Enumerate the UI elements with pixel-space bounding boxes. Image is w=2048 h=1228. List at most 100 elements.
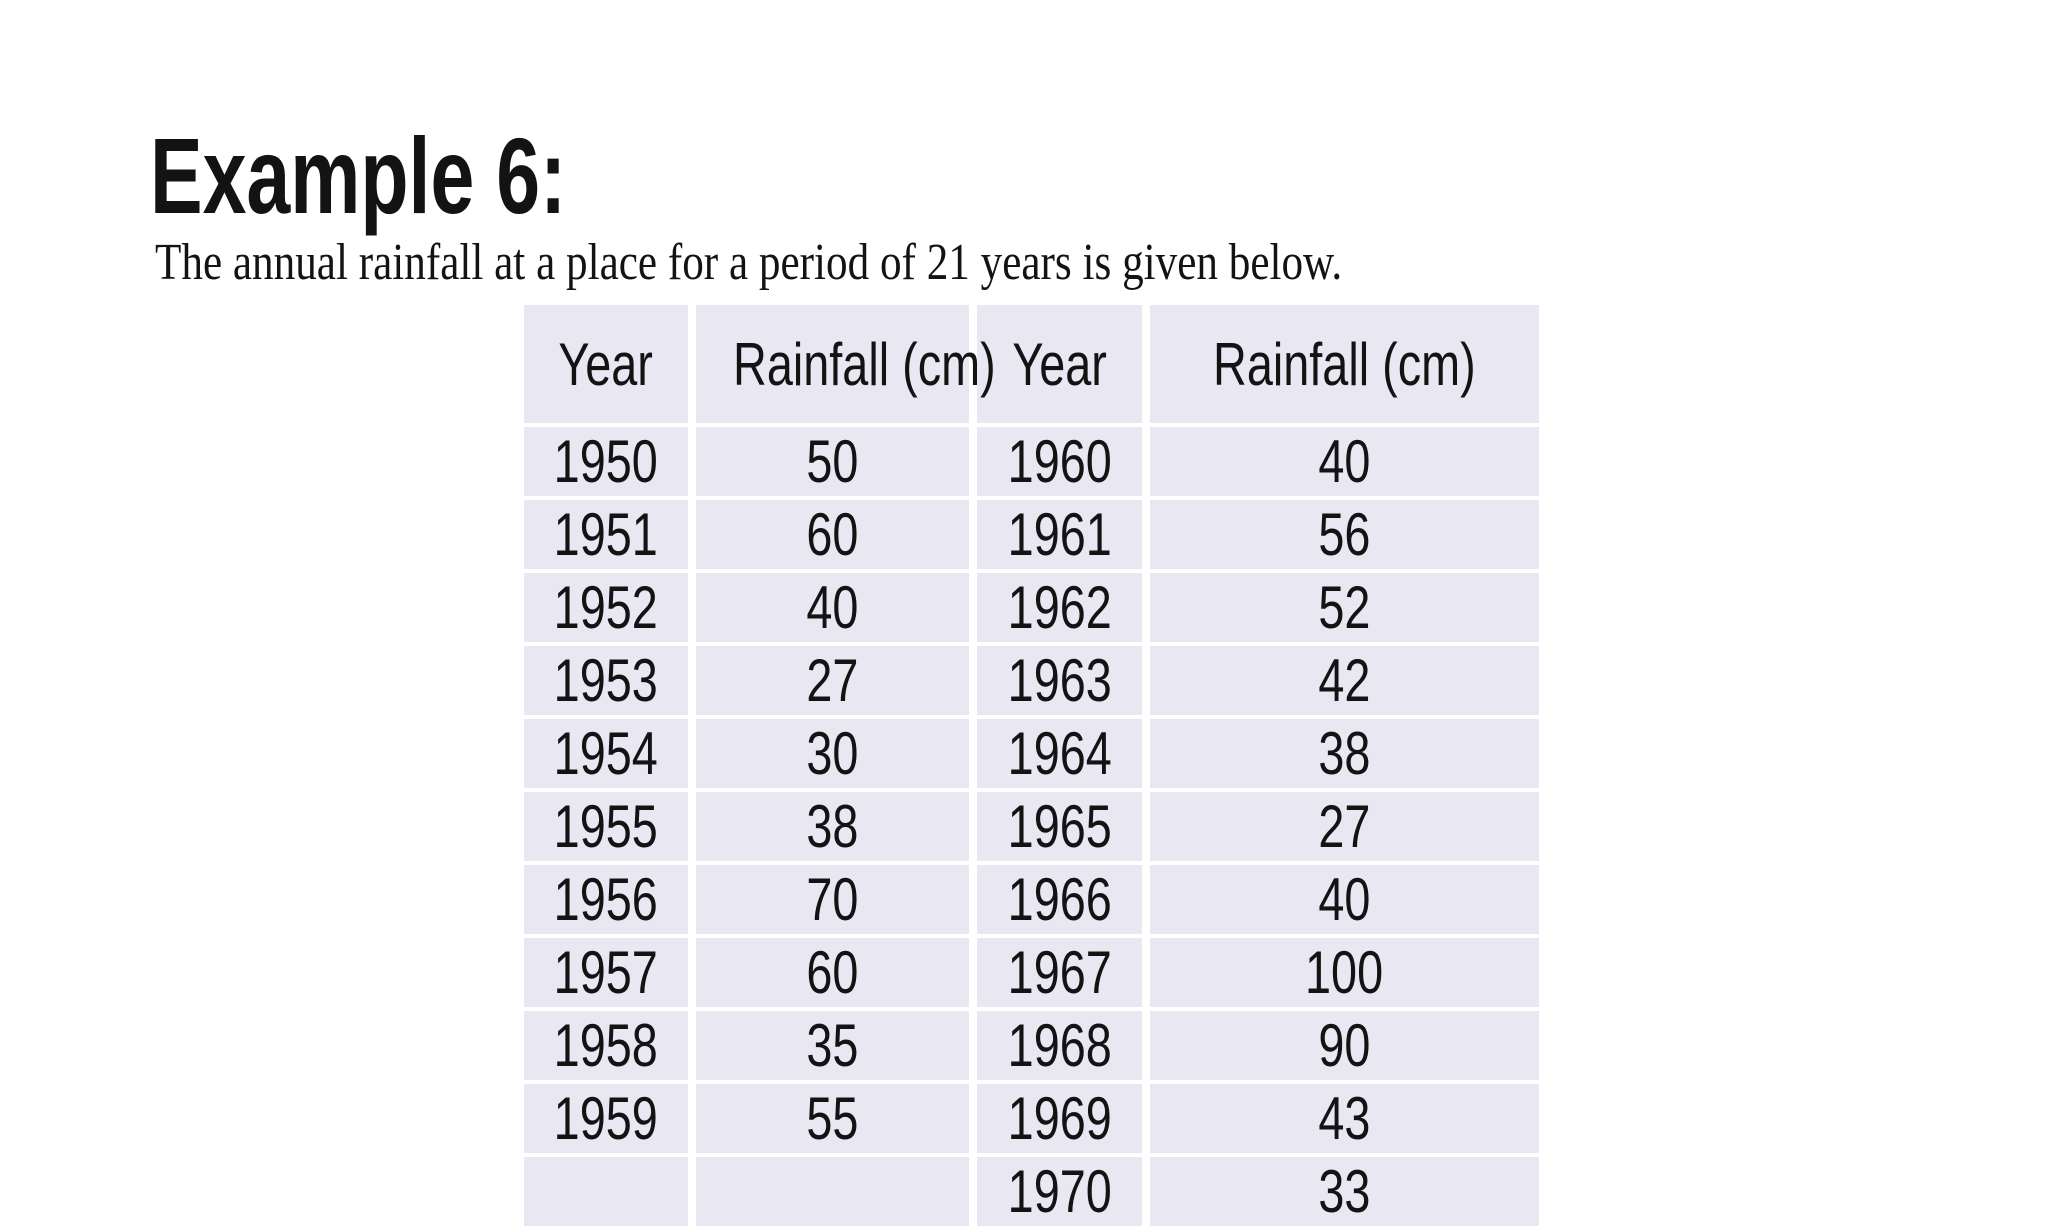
cell-text: 1950 xyxy=(553,428,659,495)
year-cell: 1965 xyxy=(973,790,1146,863)
rainfall-cell: 43 xyxy=(1146,1082,1543,1155)
cell-text: 1959 xyxy=(553,1085,659,1152)
rainfall-cell: 100 xyxy=(1146,936,1543,1009)
year-cell: 1956 xyxy=(520,863,692,936)
year-cell: 1962 xyxy=(973,571,1146,644)
cell-text: 1960 xyxy=(1007,428,1112,495)
cell-text: 1952 xyxy=(553,574,659,641)
cell-text: 27 xyxy=(806,647,859,714)
cell-text: 56 xyxy=(1318,501,1371,568)
rainfall-cell xyxy=(692,1155,973,1228)
cell-text: 60 xyxy=(806,939,859,1006)
rainfall-table: Year Rainfall (cm) Year Rainfall (cm) 1950 5… xyxy=(520,303,1543,1228)
year-cell: 1967 xyxy=(973,936,1146,1009)
year-cell: 1954 xyxy=(520,717,692,790)
rainfall-cell: 52 xyxy=(1146,571,1543,644)
cell-text: 1958 xyxy=(553,1012,659,1079)
cell-text: 52 xyxy=(1318,574,1371,641)
rainfall-cell: 38 xyxy=(692,790,973,863)
table-row: 1957 60 1967 100 xyxy=(520,936,1543,1009)
cell-text: 100 xyxy=(1305,939,1384,1006)
year-cell: 1958 xyxy=(520,1009,692,1082)
cell-text: 38 xyxy=(1318,720,1371,787)
cell-text: 40 xyxy=(1318,428,1371,495)
table-header-row: Year Rainfall (cm) Year Rainfall (cm) xyxy=(520,303,1543,425)
cell-text: 1956 xyxy=(553,866,659,933)
cell-text: 30 xyxy=(806,720,859,787)
cell-text: 1967 xyxy=(1007,939,1112,1006)
rainfall-cell: 27 xyxy=(1146,790,1543,863)
cell-text: 90 xyxy=(1318,1012,1371,1079)
cell-text: Rainfall (cm) xyxy=(733,330,996,398)
cell-text: 70 xyxy=(806,866,859,933)
rainfall-cell: 33 xyxy=(1146,1155,1543,1228)
rainfall-column-header: Rainfall (cm) xyxy=(1146,303,1543,425)
year-cell xyxy=(520,1155,692,1228)
table-row: 1970 33 xyxy=(520,1155,1543,1228)
year-cell: 1961 xyxy=(973,498,1146,571)
table-row: 1953 27 1963 42 xyxy=(520,644,1543,717)
year-cell: 1950 xyxy=(520,425,692,498)
table-row: 1950 50 1960 40 xyxy=(520,425,1543,498)
year-cell: 1964 xyxy=(973,717,1146,790)
cell-text: Year xyxy=(558,330,654,398)
rainfall-cell: 70 xyxy=(692,863,973,936)
rainfall-cell: 40 xyxy=(692,571,973,644)
cell-text: 43 xyxy=(1318,1085,1371,1152)
cell-text: 1954 xyxy=(553,720,659,787)
year-cell: 1968 xyxy=(973,1009,1146,1082)
year-cell: 1969 xyxy=(973,1082,1146,1155)
cell-text: 1963 xyxy=(1007,647,1112,714)
year-cell: 1970 xyxy=(973,1155,1146,1228)
cell-text: Year xyxy=(1012,330,1107,398)
rainfall-cell: 35 xyxy=(692,1009,973,1082)
cell-text: 1961 xyxy=(1007,501,1112,568)
rainfall-cell: 30 xyxy=(692,717,973,790)
cell-text: 1964 xyxy=(1007,720,1112,787)
cell-text: 40 xyxy=(1318,866,1371,933)
cell-text: 1962 xyxy=(1007,574,1112,641)
year-cell: 1966 xyxy=(973,863,1146,936)
rainfall-cell: 50 xyxy=(692,425,973,498)
cell-text: 55 xyxy=(806,1085,859,1152)
year-cell: 1957 xyxy=(520,936,692,1009)
slide-subtitle: The annual rainfall at a place for a per… xyxy=(155,234,1343,291)
year-cell: 1959 xyxy=(520,1082,692,1155)
year-cell: 1963 xyxy=(973,644,1146,717)
cell-text: 1957 xyxy=(553,939,659,1006)
rainfall-cell: 40 xyxy=(1146,863,1543,936)
rainfall-cell: 27 xyxy=(692,644,973,717)
rainfall-cell: 40 xyxy=(1146,425,1543,498)
cell-text: Rainfall (cm) xyxy=(1213,330,1476,398)
cell-text: 60 xyxy=(806,501,859,568)
rainfall-cell: 60 xyxy=(692,936,973,1009)
rainfall-column-header: Rainfall (cm) xyxy=(692,303,996,425)
rainfall-cell: 42 xyxy=(1146,644,1543,717)
cell-text: 33 xyxy=(1318,1158,1371,1225)
cell-text: 40 xyxy=(806,574,859,641)
rainfall-cell: 55 xyxy=(692,1082,973,1155)
cell-text: 35 xyxy=(806,1012,859,1079)
year-cell: 1960 xyxy=(973,425,1146,498)
table-row: 1951 60 1961 56 xyxy=(520,498,1543,571)
rainfall-cell: 60 xyxy=(692,498,973,571)
year-cell: 1955 xyxy=(520,790,692,863)
table-body: 1950 50 1960 40 1951 60 1961 56 1952 40 1962 52 1953… xyxy=(520,425,1543,1228)
cell-text: 1965 xyxy=(1007,793,1112,860)
table-row: 1958 35 1968 90 xyxy=(520,1009,1543,1082)
cell-text: 1955 xyxy=(553,793,659,860)
cell-text: 50 xyxy=(806,428,859,495)
cell-text: 1966 xyxy=(1007,866,1112,933)
cell-text: 1951 xyxy=(553,501,659,568)
slide: Example 6: The annual rainfall at a plac… xyxy=(150,122,1543,1228)
cell-text: 1969 xyxy=(1007,1085,1112,1152)
cell-text: 38 xyxy=(806,793,859,860)
rainfall-cell: 38 xyxy=(1146,717,1543,790)
table-row: 1954 30 1964 38 xyxy=(520,717,1543,790)
rainfall-cell: 90 xyxy=(1146,1009,1543,1082)
cell-text: 1953 xyxy=(553,647,659,714)
cell-text: 27 xyxy=(1318,793,1371,860)
table-row: 1952 40 1962 52 xyxy=(520,571,1543,644)
table-row: 1955 38 1965 27 xyxy=(520,790,1543,863)
year-cell: 1953 xyxy=(520,644,692,717)
